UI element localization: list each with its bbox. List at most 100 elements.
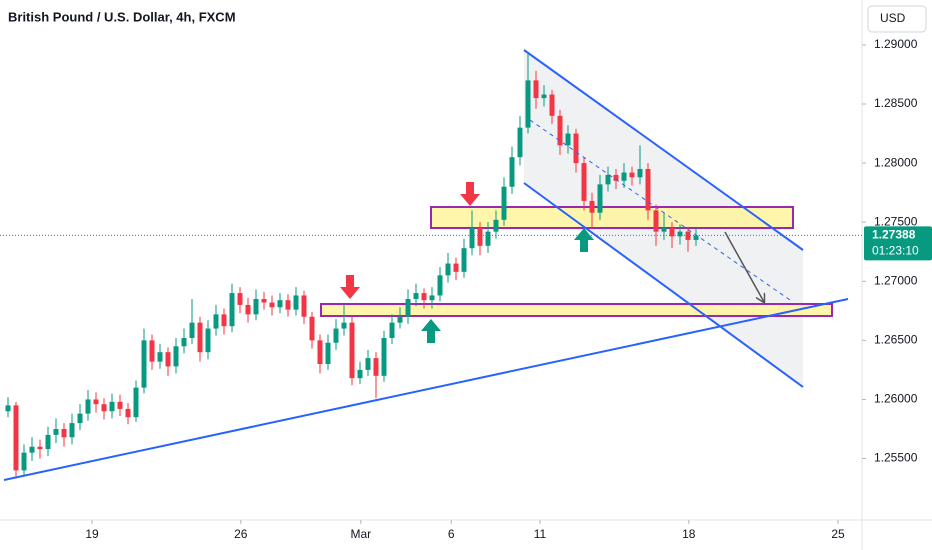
candle-body xyxy=(237,293,243,305)
candle-body xyxy=(149,340,155,362)
resistance-zone xyxy=(430,206,794,229)
candle-body xyxy=(581,163,587,201)
candle-body xyxy=(125,408,131,418)
currency[interactable]: USD xyxy=(880,11,906,25)
candle-body xyxy=(157,352,163,362)
candle-body xyxy=(341,322,347,329)
candle-body xyxy=(509,157,515,187)
candle-body xyxy=(613,174,619,181)
y-tick-label: 1.25500 xyxy=(874,451,918,465)
candle-body xyxy=(301,295,307,317)
candle-body xyxy=(565,133,571,146)
candle-body xyxy=(437,275,443,296)
candle-body xyxy=(29,446,35,453)
candle-body xyxy=(461,248,467,272)
x-tick-label: Mar xyxy=(350,527,371,541)
y-tick-label: 1.27500 xyxy=(874,214,918,228)
candle-body xyxy=(637,169,643,178)
candle-body xyxy=(397,316,403,323)
candle-body xyxy=(229,293,235,327)
y-tick-label: 1.26000 xyxy=(874,392,918,406)
candle-body xyxy=(245,304,251,315)
candle-body xyxy=(101,404,107,412)
candles xyxy=(5,53,699,479)
candle-body xyxy=(661,228,667,232)
candle-body xyxy=(541,94,547,99)
candle-body xyxy=(493,219,499,232)
drawings xyxy=(3,49,849,481)
candle-body xyxy=(189,322,195,338)
trend-line xyxy=(3,298,849,481)
candle-body xyxy=(181,338,187,347)
candle-body xyxy=(69,423,75,438)
candle-body xyxy=(93,399,99,405)
candle-body xyxy=(629,172,635,178)
candle-body xyxy=(309,316,315,341)
y-tick-label: 1.28000 xyxy=(874,155,918,169)
candle-body xyxy=(221,314,227,327)
candle-body xyxy=(261,299,267,303)
up-arrow xyxy=(574,228,594,252)
currency-button[interactable] xyxy=(867,5,927,33)
y-tick-label: 1.28500 xyxy=(874,96,918,110)
down-arrow xyxy=(460,182,480,206)
candle-body xyxy=(549,94,555,116)
candle-body xyxy=(349,322,355,379)
candle-body xyxy=(685,231,691,240)
candle-body xyxy=(37,446,43,450)
candle-body xyxy=(525,80,531,128)
candle-body xyxy=(389,322,395,338)
candle-body xyxy=(325,342,331,364)
projection-arrow xyxy=(724,231,764,302)
x-tick-label: 19 xyxy=(85,527,99,541)
candle-body xyxy=(45,434,51,450)
candle-body xyxy=(117,401,123,409)
candle-body xyxy=(141,340,147,388)
y-tick-label: 1.27000 xyxy=(874,273,918,287)
candle-body xyxy=(405,299,411,317)
candle-body xyxy=(357,369,363,379)
candle-body xyxy=(469,228,475,249)
channel-lower xyxy=(523,182,804,388)
candle-body xyxy=(373,358,379,376)
y-tick-label: 1.26500 xyxy=(874,333,918,347)
candle-body xyxy=(133,387,139,418)
candle-body xyxy=(605,174,611,185)
candle-body xyxy=(381,338,387,376)
last-price: 1.27388 xyxy=(872,228,916,242)
candle-body xyxy=(165,352,171,367)
chart-title: British Pound / U.S. Dollar, 4h, FXCM xyxy=(8,9,236,24)
channel-upper xyxy=(523,49,804,251)
candle-body xyxy=(533,80,539,99)
candle-body xyxy=(13,405,19,471)
candle-body xyxy=(517,127,523,158)
candle-body xyxy=(573,133,579,164)
candle-body xyxy=(253,299,259,315)
candle-body xyxy=(653,210,659,232)
countdown: 01:23:10 xyxy=(872,244,919,258)
candle-body xyxy=(413,293,419,299)
candle-body xyxy=(669,228,675,237)
drawings xyxy=(320,50,833,387)
x-tick-label: 6 xyxy=(448,527,455,541)
candle-body xyxy=(557,115,563,146)
candle-body xyxy=(645,169,651,211)
candle-body xyxy=(501,186,507,220)
candle-body xyxy=(213,314,219,329)
x-tick-label: 25 xyxy=(831,527,845,541)
candle-body xyxy=(293,295,299,310)
down-arrow xyxy=(340,275,360,299)
candle-body xyxy=(589,200,595,213)
candle-body xyxy=(77,413,83,424)
candle-body xyxy=(277,300,283,308)
candle-body xyxy=(21,452,27,471)
candle-body xyxy=(109,401,115,412)
candle-body xyxy=(477,228,483,246)
x-tick-label: 18 xyxy=(682,527,696,541)
candle-body xyxy=(61,429,67,438)
last-price-box xyxy=(864,226,932,261)
y-tick-label: 1.29000 xyxy=(874,37,918,51)
candle-body xyxy=(597,184,603,213)
